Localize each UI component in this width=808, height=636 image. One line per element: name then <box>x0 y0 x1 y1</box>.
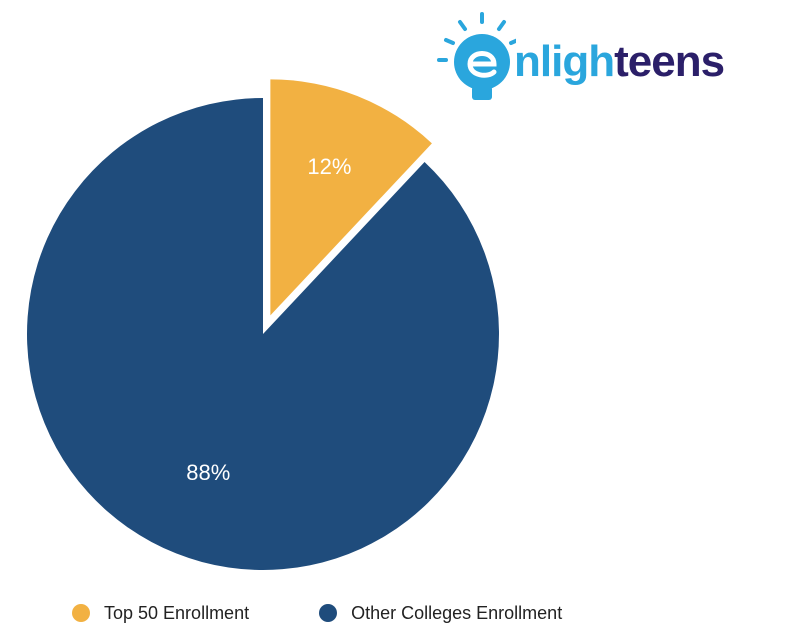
legend-item-top-50: Top 50 Enrollment <box>72 603 249 624</box>
legend-swatch-top-50 <box>72 604 90 622</box>
legend-label-top-50: Top 50 Enrollment <box>104 602 250 623</box>
lightbulb-e-icon <box>437 12 516 100</box>
chart-legend: Top 50 Enrollment Other Colleges Enrollm… <box>72 598 632 628</box>
logo-wordmark: nlighteens <box>514 37 725 86</box>
logo-text-part2: teens <box>614 37 725 86</box>
legend-label-other-colleges: Other Colleges Enrollment <box>351 602 563 623</box>
logo-text-part1: nligh <box>514 37 615 86</box>
legend-swatch-other-colleges <box>319 604 338 622</box>
pie-slice-top-50 <box>270 79 432 316</box>
legend-item-other-colleges: Other Colleges Enrollment <box>319 603 562 624</box>
enlighteens-logo: nlighteens <box>436 12 798 112</box>
slice-label-top-50: 12% <box>307 154 351 179</box>
pie-slice-other-colleges <box>26 98 499 570</box>
slice-label-other-colleges: 88% <box>186 460 230 485</box>
